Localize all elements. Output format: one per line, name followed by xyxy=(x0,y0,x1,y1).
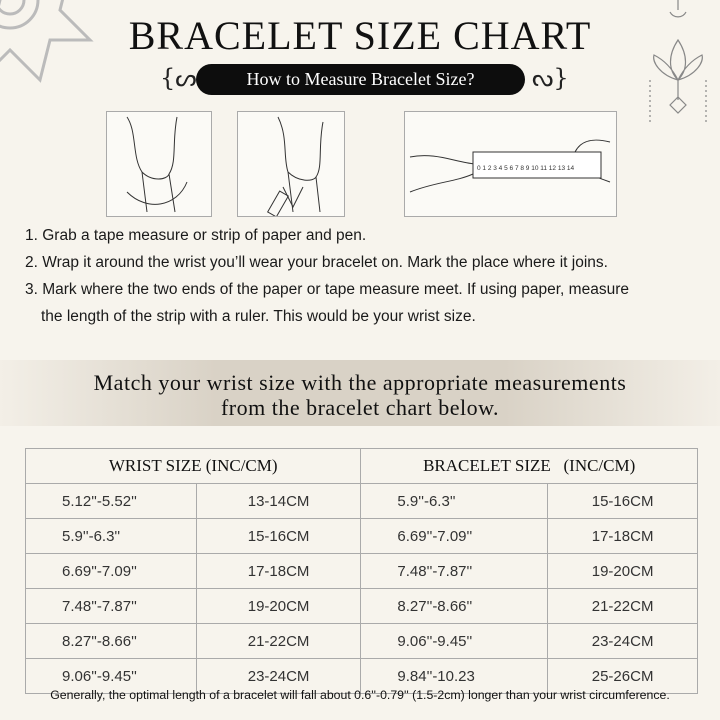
bracelet-cm-cell: 21-22CM xyxy=(547,588,698,624)
wrist-inches-cell: 7.48''-7.87'' xyxy=(25,588,197,624)
wrist-cm-cell: 13-14CM xyxy=(195,483,362,519)
bracelet-inches-cell: 5.9''-6.3'' xyxy=(360,483,549,519)
illustration-mark-join xyxy=(237,111,345,218)
hand-tape-icon xyxy=(126,116,188,213)
bracelet-inches-cell: 7.48''-7.87'' xyxy=(360,553,549,589)
bracelet-inches-cell: 6.69''-7.09'' xyxy=(360,518,549,554)
wrist-cm-cell: 17-18CM xyxy=(195,553,362,589)
table-row: 9.06''-9.45'' 23-24CM 9.84''-10.23 25-26CM xyxy=(25,658,698,694)
bracelet-inches-cell: 8.27''-8.66'' xyxy=(360,588,549,624)
bracelet-cm-cell: 23-24CM xyxy=(547,623,698,659)
table-row: 5.12''-5.52'' 13-14CM 5.9''-6.3'' 15-16CM xyxy=(25,483,698,519)
wrist-cm-cell: 19-20CM xyxy=(195,588,362,624)
size-table: WRIST SIZE (INC/CM) BRACELET SIZE (INC/C… xyxy=(24,448,698,694)
illustration-ruler: 0 1 2 3 4 5 6 7 8 9 10 11 12 13 14 xyxy=(404,111,617,217)
banner-line-1: Match your wrist size with the appropria… xyxy=(93,370,627,395)
wrist-inches-cell: 5.12''-5.52'' xyxy=(25,483,197,519)
bracelet-size-header: BRACELET SIZE (INC/CM) xyxy=(360,448,698,484)
wrist-inches-cell: 9.06''-9.45'' xyxy=(25,658,197,694)
wrist-inches-cell: 5.9''-6.3'' xyxy=(25,518,197,554)
wrist-inches-cell: 8.27''-8.66'' xyxy=(25,623,197,659)
lotus-ornament-icon xyxy=(649,0,707,125)
ruler-numbers: 0 1 2 3 4 5 6 7 8 9 10 11 12 13 14 xyxy=(477,165,574,172)
subtitle-badge: How to Measure Bracelet Size? xyxy=(196,64,525,95)
banner-line-2: from the bracelet chart below. xyxy=(220,395,500,420)
wrist-cm-cell: 23-24CM xyxy=(195,658,362,694)
table-row: 6.69''-7.09'' 17-18CM 7.48''-7.87'' 19-20CM xyxy=(25,553,698,589)
step-3: 3. Mark where the two ends of the paper … xyxy=(25,281,629,298)
wrist-size-header: WRIST SIZE (INC/CM) xyxy=(24,448,362,484)
hand-paper-icon xyxy=(266,116,324,218)
table-row: 7.48''-7.87'' 19-20CM 8.27''-8.66'' 21-22CM xyxy=(25,588,698,624)
footer-note: Generally, the optimal length of a brace… xyxy=(50,688,670,702)
bracelet-cm-cell: 19-20CM xyxy=(547,553,698,589)
step-2: 2. Wrap it around the wrist you’ll wear … xyxy=(25,254,608,271)
bracelet-cm-cell: 25-26CM xyxy=(547,658,698,694)
wrist-cm-cell: 15-16CM xyxy=(195,518,362,554)
instruction-banner: Match your wrist size with the appropria… xyxy=(0,360,720,426)
bracelet-inches-cell: 9.06''-9.45'' xyxy=(360,623,549,659)
table-row: 5.9''-6.3'' 15-16CM 6.69''-7.09'' 17-18CM xyxy=(25,518,698,554)
table-header-row: WRIST SIZE (INC/CM) BRACELET SIZE (INC/C… xyxy=(24,448,698,484)
page-title: BRACELET SIZE CHART xyxy=(128,13,592,58)
step-1: 1. Grab a tape measure or strip of paper… xyxy=(25,227,367,244)
left-flourish-icon: {ᔕ xyxy=(160,64,197,92)
step-3-continued: the length of the strip with a ruler. Th… xyxy=(41,308,476,325)
instruction-steps: 1. Grab a tape measure or strip of paper… xyxy=(25,222,715,330)
wrist-cm-cell: 21-22CM xyxy=(195,623,362,659)
mandala-ornament-icon xyxy=(0,0,94,83)
bracelet-cm-cell: 17-18CM xyxy=(547,518,698,554)
bracelet-inches-cell: 9.84''-10.23 xyxy=(360,658,549,694)
wrist-inches-cell: 6.69''-7.09'' xyxy=(25,553,197,589)
table-row: 8.27''-8.66'' 21-22CM 9.06''-9.45'' 23-24CM xyxy=(25,623,698,659)
ruler-hands-icon: 0 1 2 3 4 5 6 7 8 9 10 11 12 13 14 xyxy=(409,139,611,193)
right-flourish-icon: ᔓ} xyxy=(532,64,569,92)
illustration-wrap-wrist xyxy=(106,111,212,217)
bracelet-cm-cell: 15-16CM xyxy=(547,483,698,519)
